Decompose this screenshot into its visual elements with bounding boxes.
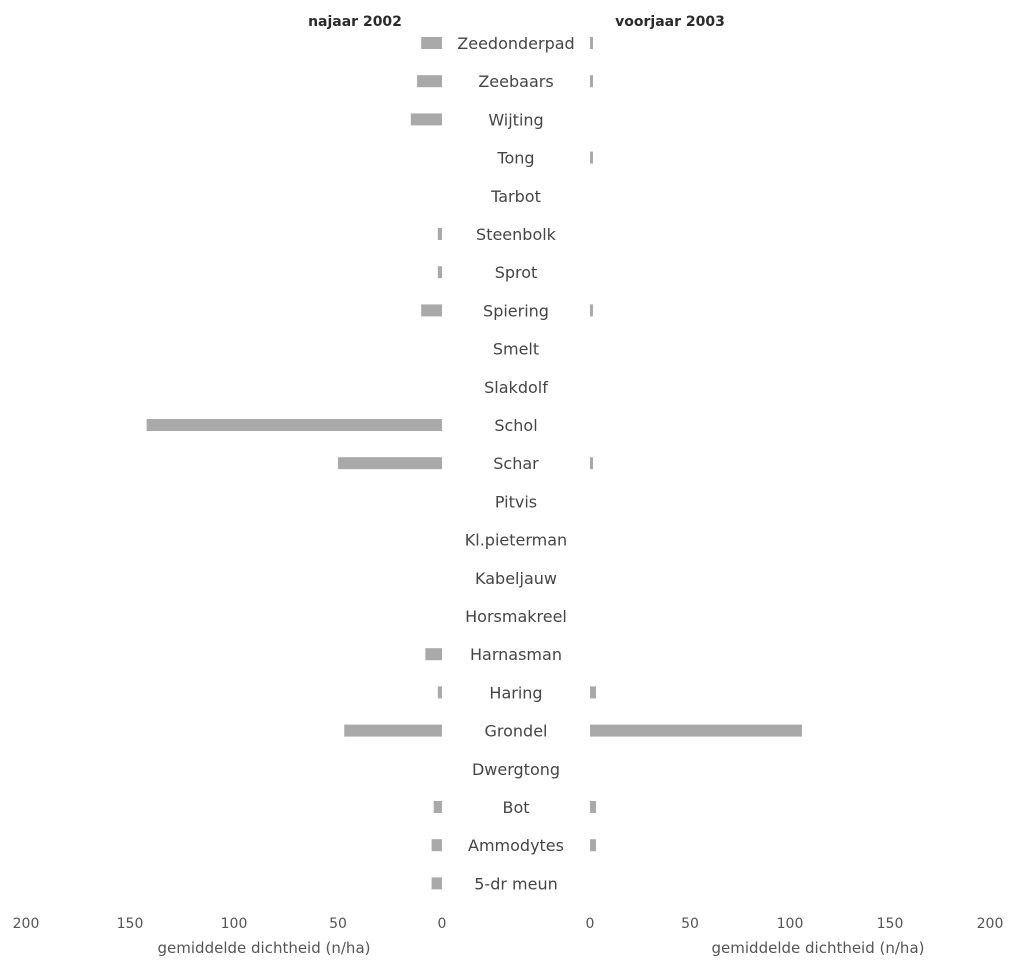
category-label: Zeebaars <box>478 72 553 91</box>
category-label: Ammodytes <box>468 836 564 855</box>
category-label: Spiering <box>483 301 549 320</box>
bar-najaar-2002 <box>417 75 442 88</box>
bar-najaar-2002 <box>421 37 442 49</box>
bar-najaar-2002 <box>410 113 442 126</box>
category-label: Steenbolk <box>476 225 557 244</box>
tick-label-left: 50 <box>329 916 347 932</box>
category-label: Slakdolf <box>484 378 548 397</box>
bar-najaar-2002 <box>433 801 442 813</box>
left-bars <box>146 37 442 890</box>
bar-voorjaar-2003 <box>590 457 593 470</box>
category-label: Harnasman <box>470 645 562 664</box>
category-label: 5-dr meun <box>474 874 557 893</box>
left-panel-title: najaar 2002 <box>308 14 402 30</box>
category-label: Bot <box>502 798 529 817</box>
category-label: Schol <box>494 416 537 435</box>
left-x-axis-label: gemiddelde dichtheid (n/ha) <box>158 939 371 957</box>
right-bars <box>590 37 802 852</box>
tick-label-right: 200 <box>977 916 1004 932</box>
category-labels: Zeedonderpad Zeebaars Wijting Tong Tarbot Ste… <box>457 34 574 893</box>
tick-label-right: 100 <box>777 916 804 932</box>
bar-voorjaar-2003 <box>590 37 593 49</box>
right-panel-title: voorjaar 2003 <box>615 14 725 30</box>
bar-najaar-2002 <box>338 457 442 470</box>
bar-voorjaar-2003 <box>590 304 593 317</box>
category-label: Haring <box>489 683 542 702</box>
category-label: Wijting <box>488 110 543 129</box>
category-label: Horsmakreel <box>465 607 567 626</box>
tick-label-right: 150 <box>877 916 904 932</box>
bar-najaar-2002 <box>146 419 442 431</box>
category-label: Kabeljauw <box>475 569 557 588</box>
tick-label-left: 200 <box>13 916 40 932</box>
bar-voorjaar-2003 <box>590 151 593 164</box>
bar-voorjaar-2003 <box>590 724 802 737</box>
category-label: Smelt <box>493 340 539 359</box>
right-tick-labels: 0 50 100 150 200 <box>586 916 1004 932</box>
category-label: Sprot <box>495 263 538 282</box>
category-label: Tong <box>496 149 534 168</box>
bar-najaar-2002 <box>437 266 442 279</box>
tick-label-left: 100 <box>221 916 248 932</box>
bar-najaar-2002 <box>437 228 442 240</box>
bar-voorjaar-2003 <box>590 686 596 699</box>
category-label: Schar <box>493 454 539 473</box>
right-x-axis-label: gemiddelde dichtheid (n/ha) <box>712 939 925 957</box>
category-label: Pitvis <box>495 492 537 511</box>
bar-najaar-2002 <box>437 686 442 699</box>
category-label: Zeedonderpad <box>457 34 574 53</box>
tick-label-right: 0 <box>586 916 595 932</box>
category-label: Kl.pieterman <box>465 531 567 550</box>
category-label: Grondel <box>485 722 548 741</box>
bar-najaar-2002 <box>431 877 442 890</box>
tick-label-left: 0 <box>438 916 447 932</box>
left-tick-labels: 200 150 100 50 0 <box>13 916 447 932</box>
bar-najaar-2002 <box>425 648 442 661</box>
bar-najaar-2002 <box>344 724 442 737</box>
bar-voorjaar-2003 <box>590 801 596 813</box>
bar-najaar-2002 <box>431 839 442 852</box>
tick-label-left: 150 <box>117 916 144 932</box>
category-label: Tarbot <box>490 187 541 206</box>
tick-label-right: 50 <box>681 916 699 932</box>
bar-najaar-2002 <box>421 304 442 317</box>
category-label: Dwergtong <box>472 760 560 779</box>
bar-voorjaar-2003 <box>590 75 593 88</box>
bar-voorjaar-2003 <box>590 839 596 852</box>
